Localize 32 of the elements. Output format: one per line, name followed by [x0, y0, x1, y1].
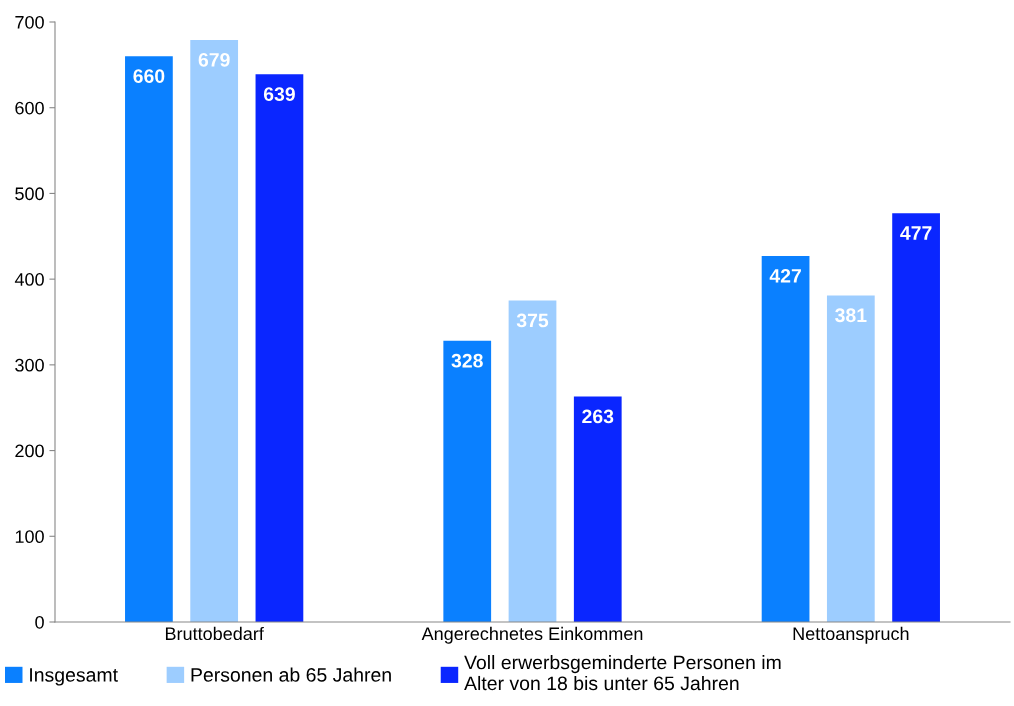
- bar: [255, 74, 304, 622]
- bar: [443, 340, 492, 622]
- bar: [573, 396, 622, 622]
- data-label: 381: [835, 308, 867, 323]
- y-tick-label: 0: [35, 615, 44, 629]
- data-label: 328: [451, 353, 483, 368]
- x-tick-label: Bruttobedarf: [165, 626, 264, 641]
- data-label: 639: [263, 87, 295, 102]
- bar: [826, 295, 875, 622]
- y-tick-label: 500: [15, 187, 44, 201]
- y-tick-label: 200: [15, 444, 44, 458]
- bar: [892, 213, 940, 622]
- data-label: 427: [769, 268, 801, 283]
- data-label: 679: [198, 52, 230, 67]
- legend-label: Insgesamt: [30, 668, 118, 686]
- legend-label: Personen ab 65 Jahren: [191, 667, 391, 682]
- x-tick-label: Angerechnetes Einkommen: [421, 626, 643, 644]
- bar: [508, 300, 557, 622]
- bar: [190, 40, 239, 622]
- data-label: 375: [516, 313, 549, 328]
- bar: [125, 56, 173, 622]
- data-label: 263: [582, 409, 614, 424]
- data-label: 660: [133, 69, 165, 83]
- x-tick-label: Nettoanspruch: [793, 626, 909, 644]
- y-tick-label: 700: [15, 15, 44, 29]
- legend-label: Voll erwerbsgeminderte Personen im Alter von 18 bis unter 65 Jahren: [464, 655, 781, 691]
- y-tick-label: 100: [15, 530, 44, 544]
- y-tick-label: 600: [15, 101, 44, 115]
- data-label: 477: [900, 226, 932, 240]
- bar: [761, 256, 810, 622]
- y-tick-label: 400: [14, 273, 44, 286]
- y-tick-label: 300: [15, 358, 44, 372]
